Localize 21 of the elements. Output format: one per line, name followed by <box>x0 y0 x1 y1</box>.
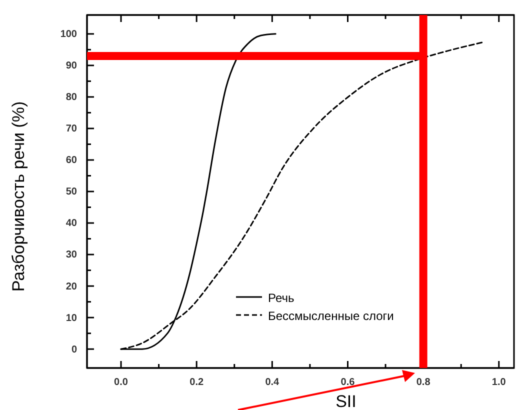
x-tick-label: 1.0 <box>492 377 506 388</box>
x-axis-title: SII <box>336 392 356 410</box>
y-axis-title: Разборчивость речи (%) <box>9 101 28 292</box>
legend-label: Речь <box>268 291 294 305</box>
y-tick-label: 50 <box>66 186 78 198</box>
y-tick-label: 0 <box>71 344 78 356</box>
y-tick-label: 60 <box>66 155 78 166</box>
x-tick-label: 0.0 <box>114 377 128 388</box>
legend-label: Бессмысленные слоги <box>268 309 394 323</box>
y-tick-label: 30 <box>66 250 78 261</box>
x-tick-label: 0.2 <box>190 377 204 388</box>
y-tick-label: 40 <box>66 218 78 230</box>
y-tick-label: 90 <box>66 60 78 72</box>
y-tick-label: 20 <box>66 281 78 292</box>
y-tick-label: 80 <box>66 92 78 104</box>
y-tick-label: 100 <box>60 29 78 40</box>
y-tick-label: 10 <box>66 312 78 324</box>
x-tick-label: 0.6 <box>340 377 356 388</box>
y-tick-label: 70 <box>66 124 78 135</box>
x-tick-label: 0.4 <box>265 377 280 388</box>
x-tick-label: 0.8 <box>416 377 431 388</box>
